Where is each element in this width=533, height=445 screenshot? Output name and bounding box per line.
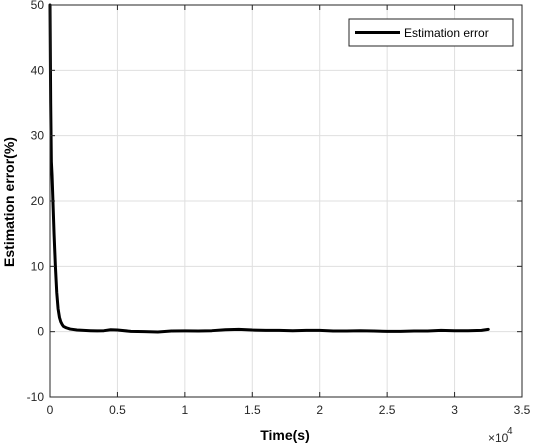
y-tick-label: 50 (31, 0, 45, 12)
x-tick-label: 0.5 (109, 403, 126, 417)
x-multiplier: ×10 4 (488, 426, 513, 445)
y-tick-labels: -10 0 10 20 30 40 50 (27, 0, 45, 404)
y-axis-label: Estimation error(%) (1, 137, 17, 267)
x-tick-label: 2 (316, 403, 323, 417)
series-layer (48, 3, 490, 334)
x-tick-label: 3.5 (514, 403, 531, 417)
x-tick-label: 2.5 (379, 403, 396, 417)
grid (49, 4, 523, 398)
y-tick-label: 0 (37, 325, 44, 339)
ticks (49, 4, 523, 398)
legend: Estimation error (348, 18, 514, 47)
y-tick-label: 20 (31, 194, 45, 208)
x-tick-label: 1.5 (244, 403, 261, 417)
y-tick-label: 30 (31, 129, 45, 143)
series-line-estimation-error (48, 3, 490, 334)
x-multiplier-exponent: 4 (507, 426, 513, 437)
y-tick-label: 10 (31, 259, 45, 273)
y-tick-label: 40 (31, 63, 45, 77)
x-tick-label: 1 (182, 403, 189, 417)
x-tick-label: 3 (451, 403, 458, 417)
x-axis-label: Time(s) (260, 427, 310, 443)
legend-entry-label: Estimation error (404, 26, 489, 40)
x-tick-labels: 0 0.5 1 1.5 2 2.5 3 3.5 (47, 403, 531, 417)
x-tick-label: 0 (47, 403, 54, 417)
x-multiplier-base: ×10 (488, 431, 509, 445)
y-tick-label: -10 (27, 390, 45, 404)
